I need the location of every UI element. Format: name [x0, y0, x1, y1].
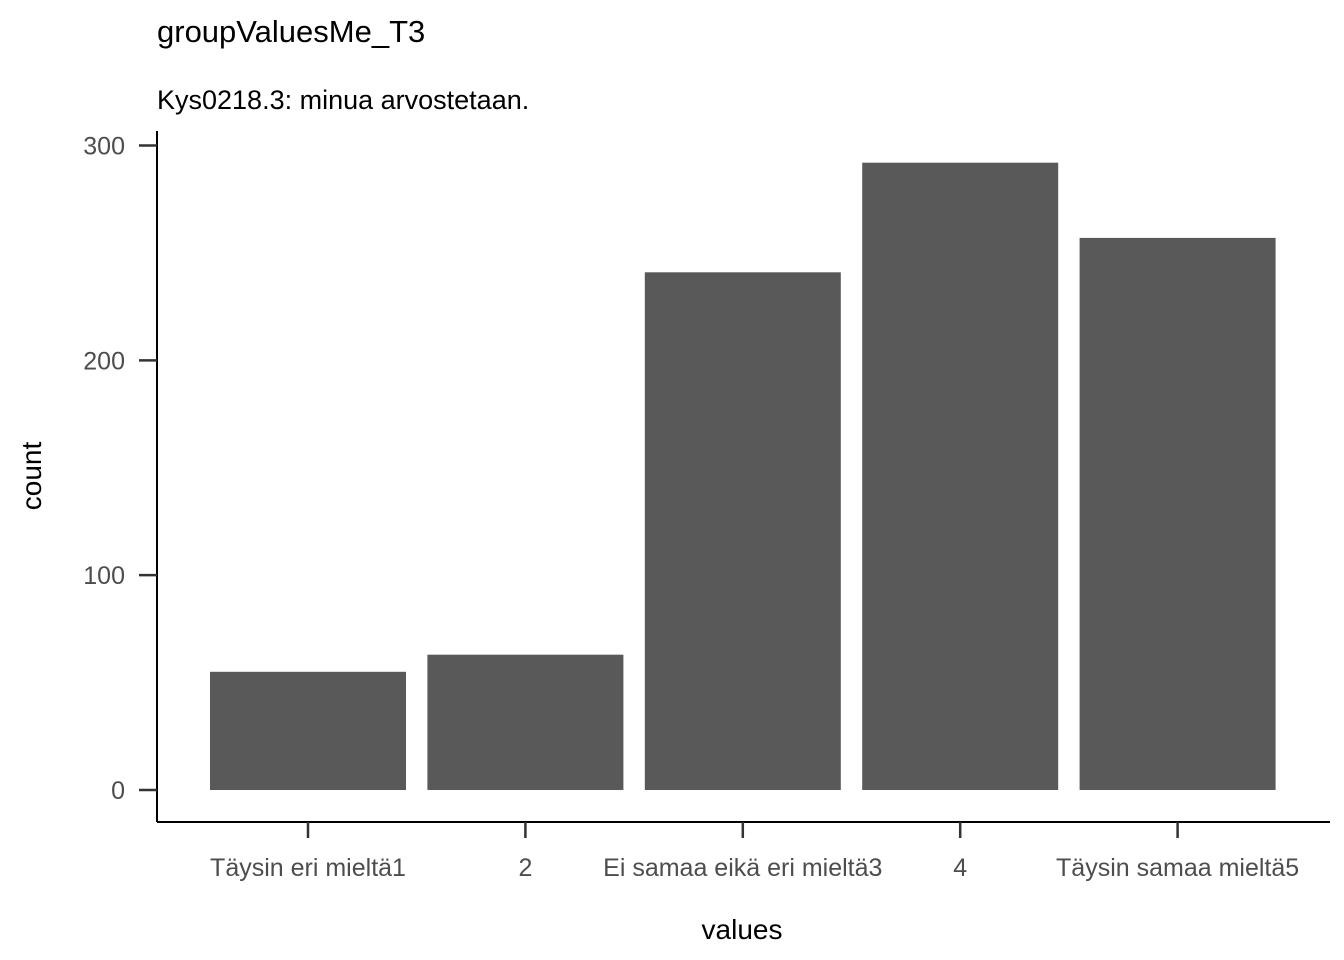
- x-tick-label: 2: [518, 854, 532, 882]
- y-axis: 0 100 200 300: [83, 131, 158, 822]
- y-tick-label: 0: [111, 777, 125, 805]
- chart-title: groupValuesMe_T3: [157, 14, 425, 49]
- y-axis-title: count: [16, 442, 47, 511]
- x-tick-label: Täysin eri mieltä1: [210, 854, 406, 882]
- bar-4: [862, 162, 1059, 790]
- bars-group: [210, 162, 1276, 790]
- y-tick-label: 100: [83, 562, 125, 590]
- bar-2: [427, 654, 624, 790]
- x-tick-label: Ei samaa eikä eri mieltä3: [603, 854, 882, 882]
- y-tick-label: 200: [83, 347, 125, 375]
- y-tick-label: 300: [83, 133, 125, 161]
- x-axis: Täysin eri mieltä1 2 Ei samaa eikä eri mie…: [157, 821, 1330, 882]
- x-axis-title: values: [702, 914, 783, 945]
- bar-1: [210, 671, 406, 790]
- bar-5: [1079, 237, 1276, 790]
- bar-3: [644, 272, 841, 790]
- x-tick-label: 4: [953, 854, 967, 882]
- x-tick-label: Täysin samaa mieltä5: [1056, 854, 1299, 882]
- chart-subtitle: Kys0218.3: minua arvostetaan.: [157, 85, 529, 115]
